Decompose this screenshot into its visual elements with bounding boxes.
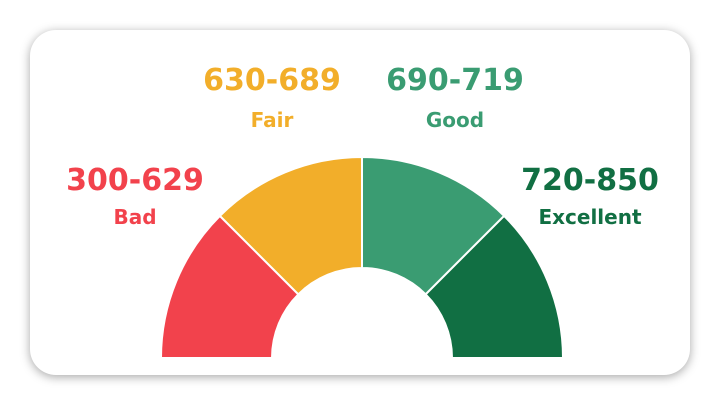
segment-label: Excellent	[538, 205, 641, 229]
gauge-segment	[218, 155, 363, 296]
segment-label: Bad	[113, 205, 156, 229]
segment-range: 690-719	[386, 63, 524, 98]
gauge-segment	[159, 214, 300, 359]
segment-label: Good	[426, 108, 484, 132]
gauge-segment	[424, 214, 565, 359]
segment-range: 300-629	[66, 163, 204, 198]
gauge-segment	[361, 155, 506, 296]
segment-range: 720-850	[521, 163, 659, 198]
segment-range: 630-689	[203, 63, 341, 98]
segment-label: Fair	[251, 108, 294, 132]
